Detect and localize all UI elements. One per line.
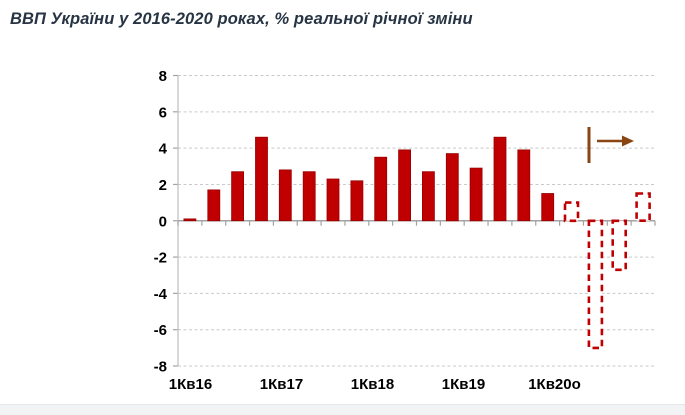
actual-bar (374, 156, 388, 222)
y-tick-label: 0 (159, 213, 167, 230)
actual-bar (445, 153, 459, 222)
actual-bar (398, 149, 412, 222)
chart-title: ВВП України у 2016-2020 роках, % реально… (10, 10, 473, 28)
actual-bar (517, 149, 531, 222)
y-tick-label: 2 (159, 177, 167, 194)
actual-bar (302, 171, 316, 222)
y-tick-label: -6 (154, 322, 167, 339)
y-tick-label: 8 (159, 68, 167, 85)
forecast-bar (635, 192, 651, 223)
y-tick-label: 6 (159, 104, 167, 121)
x-tick-label: 1Кв20о (528, 376, 581, 393)
actual-bar (541, 193, 555, 222)
actual-bar (231, 171, 245, 222)
footer-strip (0, 404, 685, 415)
forecast-bar (587, 219, 604, 350)
y-tick-label: -2 (154, 250, 167, 267)
actual-bar (493, 136, 507, 222)
x-tick-label: 1Кв19 (442, 376, 485, 393)
x-tick-label: 1Кв18 (351, 376, 394, 393)
actual-bar (421, 171, 435, 222)
actual-bar (183, 218, 197, 222)
x-tick-label: 1Кв16 (169, 376, 212, 393)
actual-bar (207, 189, 221, 222)
actual-bar (278, 169, 292, 222)
actual-bar (350, 180, 364, 222)
actual-bar (326, 178, 340, 222)
y-tick-label: -4 (154, 286, 168, 303)
actual-bar (469, 167, 483, 222)
x-tick-label: 1Кв17 (260, 376, 303, 393)
forecast-bar (563, 201, 580, 223)
y-tick-label: -8 (154, 359, 167, 376)
actual-bar (255, 136, 268, 222)
forecast-arrow-icon (587, 127, 634, 163)
forecast-bar (611, 219, 628, 272)
y-tick-label: 4 (159, 141, 168, 158)
